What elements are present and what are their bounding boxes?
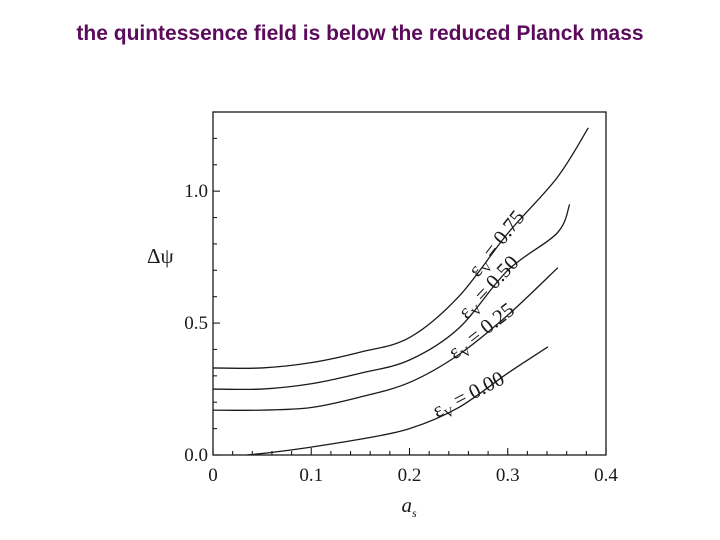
- axis-ticks: 0 0.1 0.2 0.3 0.4 0.0 0.5 1.0: [184, 111, 618, 486]
- curve-line: [247, 346, 549, 456]
- curve-line: [212, 267, 559, 411]
- x-tick-label: 0: [208, 465, 218, 486]
- y-tick-label: 1.0: [184, 181, 208, 202]
- curve-line: [212, 204, 571, 391]
- y-axis-label: Δψ: [147, 244, 174, 268]
- curve-label: εV = 0.00: [428, 366, 509, 425]
- curves: [212, 127, 589, 456]
- plot-area: [212, 111, 607, 456]
- x-tick-label: 0.3: [496, 465, 520, 486]
- y-tick-label: 0.0: [184, 445, 208, 466]
- x-axis-label: as: [402, 493, 418, 520]
- y-tick-label: 0.5: [184, 313, 208, 334]
- curve-line: [212, 127, 589, 369]
- x-tick-label: 0.1: [299, 465, 323, 486]
- plot-frame: [212, 111, 607, 456]
- x-tick-label: 0.4: [594, 465, 618, 486]
- slide-title: the quintessence field is below the redu…: [76, 22, 644, 45]
- x-tick-label: 0.2: [398, 465, 422, 486]
